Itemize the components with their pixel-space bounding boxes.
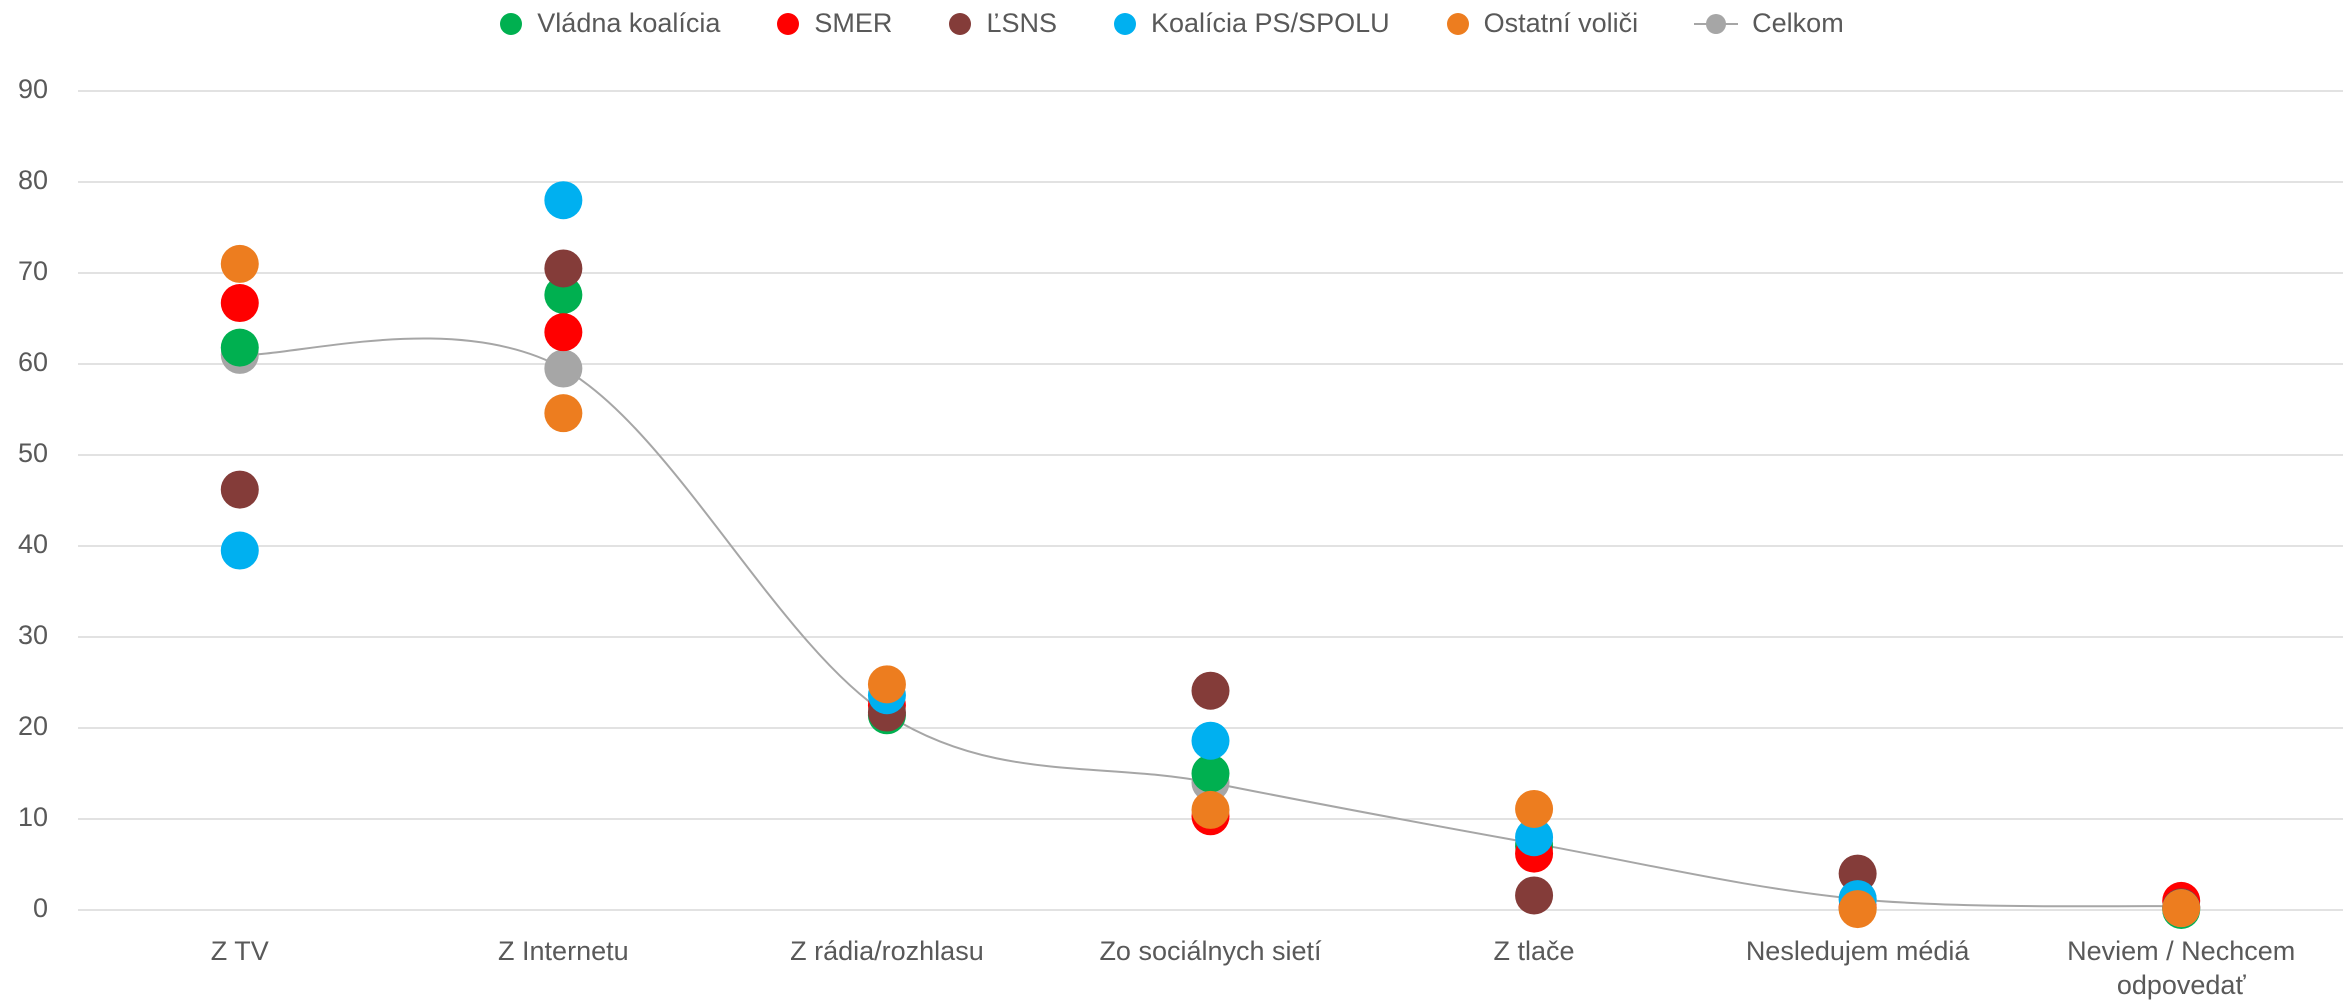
legend-marker bbox=[1446, 12, 1469, 35]
data-point bbox=[544, 275, 583, 314]
data-point bbox=[220, 531, 259, 570]
legend-label: Vládna koalícia bbox=[537, 8, 721, 38]
data-point bbox=[1191, 790, 1230, 829]
data-point bbox=[220, 328, 259, 367]
y-tick-label: 70 bbox=[18, 256, 48, 286]
y-tick-label: 40 bbox=[18, 529, 48, 559]
data-point bbox=[1838, 890, 1877, 929]
y-tick-label: 80 bbox=[18, 165, 48, 195]
data-point bbox=[1515, 789, 1554, 828]
legend-item: SMER bbox=[776, 8, 892, 39]
data-point bbox=[1515, 876, 1554, 915]
legend-item: Celkom bbox=[1694, 8, 1844, 39]
y-tick-label: 30 bbox=[18, 620, 48, 650]
legend-label: ĽSNS bbox=[986, 8, 1057, 38]
data-point bbox=[544, 394, 583, 433]
legend-swatch bbox=[949, 12, 972, 35]
y-tick-label: 90 bbox=[18, 74, 48, 104]
legend-label: Ostatní voliči bbox=[1483, 8, 1639, 38]
y-tick-label: 0 bbox=[33, 893, 48, 923]
data-point bbox=[544, 249, 583, 288]
x-tick-label: Neviem / Nechcem odpovedať bbox=[2067, 936, 2296, 1000]
y-tick-label: 50 bbox=[18, 438, 48, 468]
legend: Vládna koalícia SMER ĽSNS Koalícia PS/SPOLU… bbox=[0, 8, 2343, 39]
legend-swatch bbox=[1694, 13, 1739, 34]
data-point bbox=[1191, 754, 1230, 793]
data-point bbox=[867, 665, 906, 704]
legend-label: SMER bbox=[814, 8, 893, 38]
legend-swatch bbox=[1113, 12, 1136, 35]
data-point bbox=[1191, 721, 1230, 760]
y-tick-label: 20 bbox=[18, 711, 48, 741]
x-tick-label: Z TV bbox=[210, 936, 269, 966]
legend-label: Koalícia PS/SPOLU bbox=[1150, 8, 1390, 38]
legend-marker bbox=[777, 12, 800, 35]
data-point bbox=[544, 349, 583, 388]
legend-marker bbox=[1113, 12, 1136, 35]
x-tick-label: Z Internetu bbox=[498, 936, 629, 966]
data-point bbox=[1191, 671, 1230, 710]
data-point bbox=[544, 313, 583, 352]
legend-label: Celkom bbox=[1752, 8, 1844, 38]
legend-item: ĽSNS bbox=[948, 8, 1057, 39]
data-point bbox=[1515, 818, 1554, 857]
data-point bbox=[2162, 889, 2201, 928]
x-tick-label: Z tlače bbox=[1493, 936, 1575, 966]
x-tick-label: Z rádia/rozhlasu bbox=[790, 936, 984, 966]
data-point bbox=[220, 244, 259, 283]
legend-swatch bbox=[1446, 12, 1469, 35]
data-point bbox=[220, 470, 259, 509]
legend-swatch bbox=[777, 12, 800, 35]
legend-swatch bbox=[500, 12, 523, 35]
y-tick-label: 10 bbox=[18, 802, 48, 832]
x-tick-label: Nesledujem médiá bbox=[1745, 936, 1970, 966]
data-point bbox=[220, 284, 259, 323]
data-point bbox=[544, 181, 583, 220]
legend-marker bbox=[1706, 13, 1727, 34]
legend-marker bbox=[500, 12, 523, 35]
legend-marker bbox=[949, 12, 972, 35]
y-tick-label: 60 bbox=[18, 347, 48, 377]
legend-item: Vládna koalícia bbox=[499, 8, 720, 39]
legend-item: Koalícia PS/SPOLU bbox=[1113, 8, 1390, 39]
legend-item: Ostatní voliči bbox=[1446, 8, 1639, 39]
x-tick-label: Zo sociálnych sietí bbox=[1099, 936, 1322, 966]
